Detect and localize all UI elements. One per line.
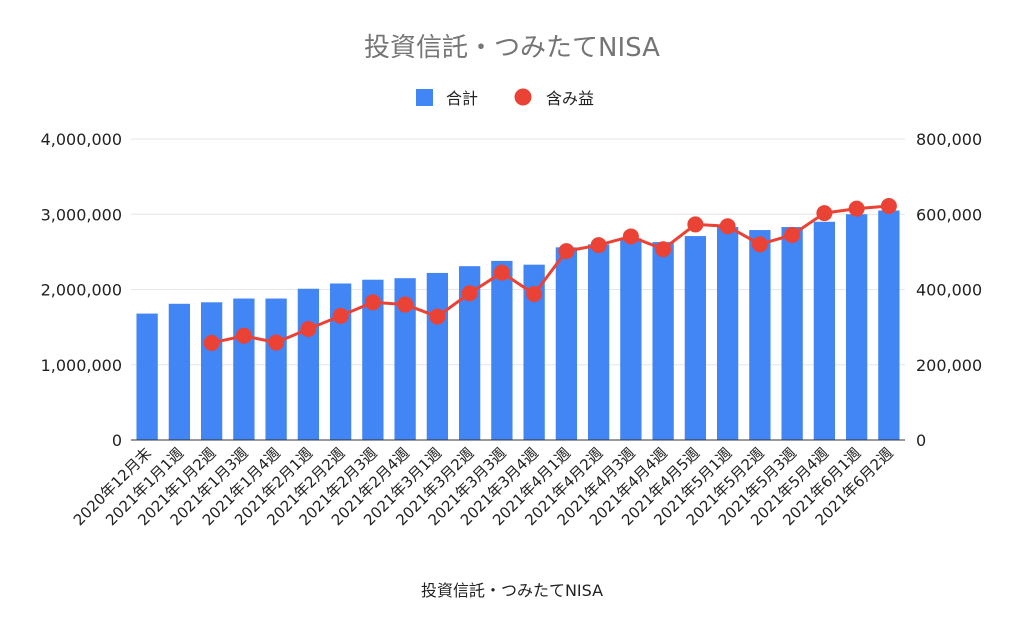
- bar: [813, 221, 836, 440]
- bar: [265, 298, 287, 440]
- line-point: [848, 200, 865, 217]
- bar: [394, 278, 416, 440]
- chart-title: 投資信託・つみたてNISA: [364, 33, 660, 63]
- bar: [168, 303, 191, 440]
- line-point: [461, 285, 478, 302]
- bar: [652, 242, 674, 440]
- line-point: [268, 334, 285, 351]
- bar: [458, 266, 481, 440]
- line-point: [429, 308, 446, 325]
- gridlines: [131, 138, 905, 366]
- line-point: [590, 237, 607, 254]
- y-tick-label-right: 600,000: [916, 205, 982, 224]
- y-tick-label-left: 3,000,000: [41, 205, 122, 224]
- line-point: [558, 243, 575, 260]
- y-tick-label-right: 0: [916, 431, 926, 450]
- y-axis-right: 0 200,000 400,000 600,000 800,000: [916, 130, 982, 450]
- line-point: [526, 286, 543, 303]
- bar: [749, 230, 771, 440]
- line-point: [203, 334, 220, 351]
- line-point: [880, 197, 897, 214]
- y-tick-label-left: 1,000,000: [41, 356, 122, 375]
- line-series: [203, 197, 897, 351]
- bar: [878, 210, 900, 440]
- bar: [136, 313, 158, 440]
- bar: [362, 279, 384, 440]
- legend-label-line: 含み益: [546, 89, 594, 108]
- bar: [200, 302, 223, 440]
- line-point: [332, 307, 349, 324]
- bar: [684, 236, 707, 440]
- bar: [426, 272, 449, 440]
- bar: [523, 264, 545, 440]
- y-tick-label-right: 800,000: [916, 130, 982, 149]
- bar: [491, 260, 513, 440]
- bar: [297, 288, 320, 440]
- line-point: [493, 264, 510, 281]
- line-path: [211, 204, 889, 345]
- legend: 合計 含み益: [416, 88, 594, 108]
- line-point: [397, 296, 414, 313]
- line-point: [751, 236, 768, 253]
- line-point: [300, 321, 317, 338]
- y-tick-label-right: 200,000: [916, 356, 982, 375]
- line-point: [655, 241, 672, 258]
- x-axis-ticks: 2020年12月末2021年1月1週2021年1月2週2021年1月3週2021…: [70, 444, 897, 529]
- bar: [555, 247, 578, 440]
- legend-swatch-line: [514, 88, 532, 106]
- line-point: [235, 327, 252, 344]
- line-point: [784, 226, 801, 243]
- line-point: [364, 294, 381, 311]
- x-axis-label: 投資信託・つみたてNISA: [421, 581, 603, 600]
- bar: [233, 298, 255, 440]
- bar: [329, 283, 352, 440]
- bar: [781, 227, 803, 440]
- bar: [620, 238, 642, 440]
- bar-series: [136, 210, 900, 440]
- line-point: [719, 218, 736, 235]
- y-tick-label-left: 0: [112, 431, 122, 450]
- y-tick-label-left: 4,000,000: [41, 130, 122, 149]
- bar: [845, 214, 868, 440]
- line-point: [687, 216, 704, 233]
- legend-swatch-bar: [416, 89, 433, 106]
- line-point: [816, 205, 833, 222]
- legend-label-bar: 合計: [446, 89, 478, 108]
- bar: [716, 227, 739, 440]
- y-axis-left: 0 1,000,000 2,000,000 3,000,000 4,000,000: [41, 130, 122, 450]
- line-point: [622, 228, 639, 245]
- y-tick-label-left: 2,000,000: [41, 281, 122, 300]
- bar: [587, 244, 610, 440]
- y-tick-label-right: 400,000: [916, 281, 982, 300]
